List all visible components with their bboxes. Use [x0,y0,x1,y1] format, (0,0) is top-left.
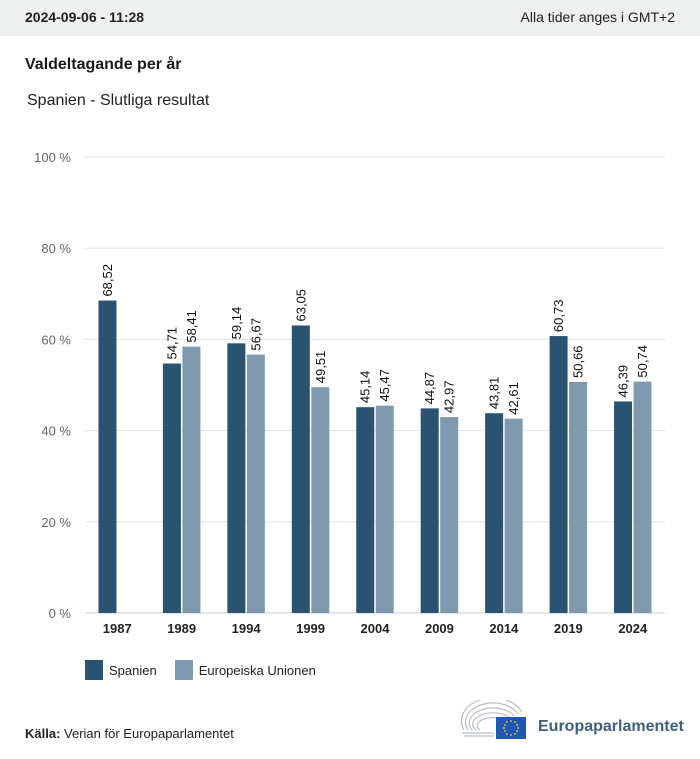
data-label: 42,61 [506,382,521,415]
data-label: 54,71 [164,327,179,360]
source-label: Källa: [25,726,61,741]
x-tick-label: 1987 [103,621,132,636]
y-tick-label: 0 % [49,606,72,621]
y-tick-label: 60 % [41,332,71,347]
bar-eu [246,354,265,613]
y-tick-label: 20 % [41,515,71,530]
legend-label-eu: Europeiska Unionen [198,662,316,678]
x-axis-ticks: 1987 1989 1994 1999 2004 2009 2014 2019 2024 [103,621,648,636]
timezone-note: Alla tider anges i GMT+2 [520,9,675,25]
bar-spain [162,363,181,613]
timestamp: 2024-09-06 - 11:28 [25,9,145,25]
bar-eu [375,405,394,613]
data-label: 45,14 [358,371,373,404]
x-tick-label: 1989 [167,621,196,636]
bar-chart: 0 % 20 % 40 % 60 % 80 % 100 % 68,52 54,71 58,41… [34,150,665,636]
legend-item-eu: Europeiska Unionen [174,660,316,680]
bar-eu [182,346,201,613]
bar-spain [614,401,633,613]
data-label: 68,52 [100,264,115,297]
source-note: Källa: Verian för Europaparlamentet [25,726,234,741]
legend-label-spain: Spanien [109,662,157,678]
bar-spain [485,413,504,613]
top-bar: 2024-09-06 - 11:28 Alla tider anges i GM… [0,0,700,36]
gridlines [85,156,665,614]
bar-spain [356,407,375,613]
european-parliament-logo: Europaparlamentet [460,700,684,740]
x-tick-label: 1994 [232,621,262,636]
legend: Spanien Europeiska Unionen [85,660,334,680]
logo-text: Europaparlamentet [538,718,684,735]
source-text: Verian för Europaparlamentet [64,726,234,741]
bar-eu [440,417,459,613]
legend-swatch-spain [85,660,103,680]
bar-spain [420,408,439,613]
x-tick-label: 2004 [361,621,391,636]
y-tick-label: 80 % [41,241,71,256]
data-label: 42,97 [442,381,457,414]
data-label: 58,41 [184,310,199,343]
bars: 68,52 54,71 58,41 59,14 56,67 63,05 49,51 45,14… [98,264,652,613]
y-axis-ticks: 0 % 20 % 40 % 60 % 80 % 100 % [34,150,71,621]
x-tick-label: 2009 [425,621,454,636]
bar-spain [98,300,117,613]
chart-title: Valdeltagande per år [25,56,182,73]
chart-subtitle: Spanien - Slutliga resultat [27,92,210,109]
data-label: 45,47 [377,369,392,402]
data-label: 46,39 [616,365,631,398]
data-label: 49,51 [313,351,328,384]
legend-swatch-eu [174,660,193,680]
y-tick-label: 100 % [34,150,71,165]
x-tick-label: 2019 [554,621,583,636]
bar-spain [549,336,568,613]
bar-eu [504,418,523,613]
x-tick-label: 2014 [489,621,519,636]
y-tick-label: 40 % [41,424,71,439]
x-tick-label: 2024 [618,621,648,636]
data-label: 43,81 [487,377,502,410]
bar-eu [311,387,330,613]
data-label: 56,67 [248,318,263,351]
data-label: 50,66 [571,345,586,378]
legend-item-spain: Spanien [85,660,157,680]
bar-spain [291,325,310,613]
bar-spain [227,343,246,613]
data-label: 59,14 [229,307,244,340]
data-label: 44,87 [422,372,437,405]
data-label: 63,05 [293,289,308,322]
bar-eu [633,381,652,613]
data-label: 60,73 [551,300,566,333]
european-parliament-logo-icon [460,700,526,739]
x-tick-label: 1999 [296,621,325,636]
bar-eu [569,381,588,613]
data-label: 50,74 [635,345,650,378]
